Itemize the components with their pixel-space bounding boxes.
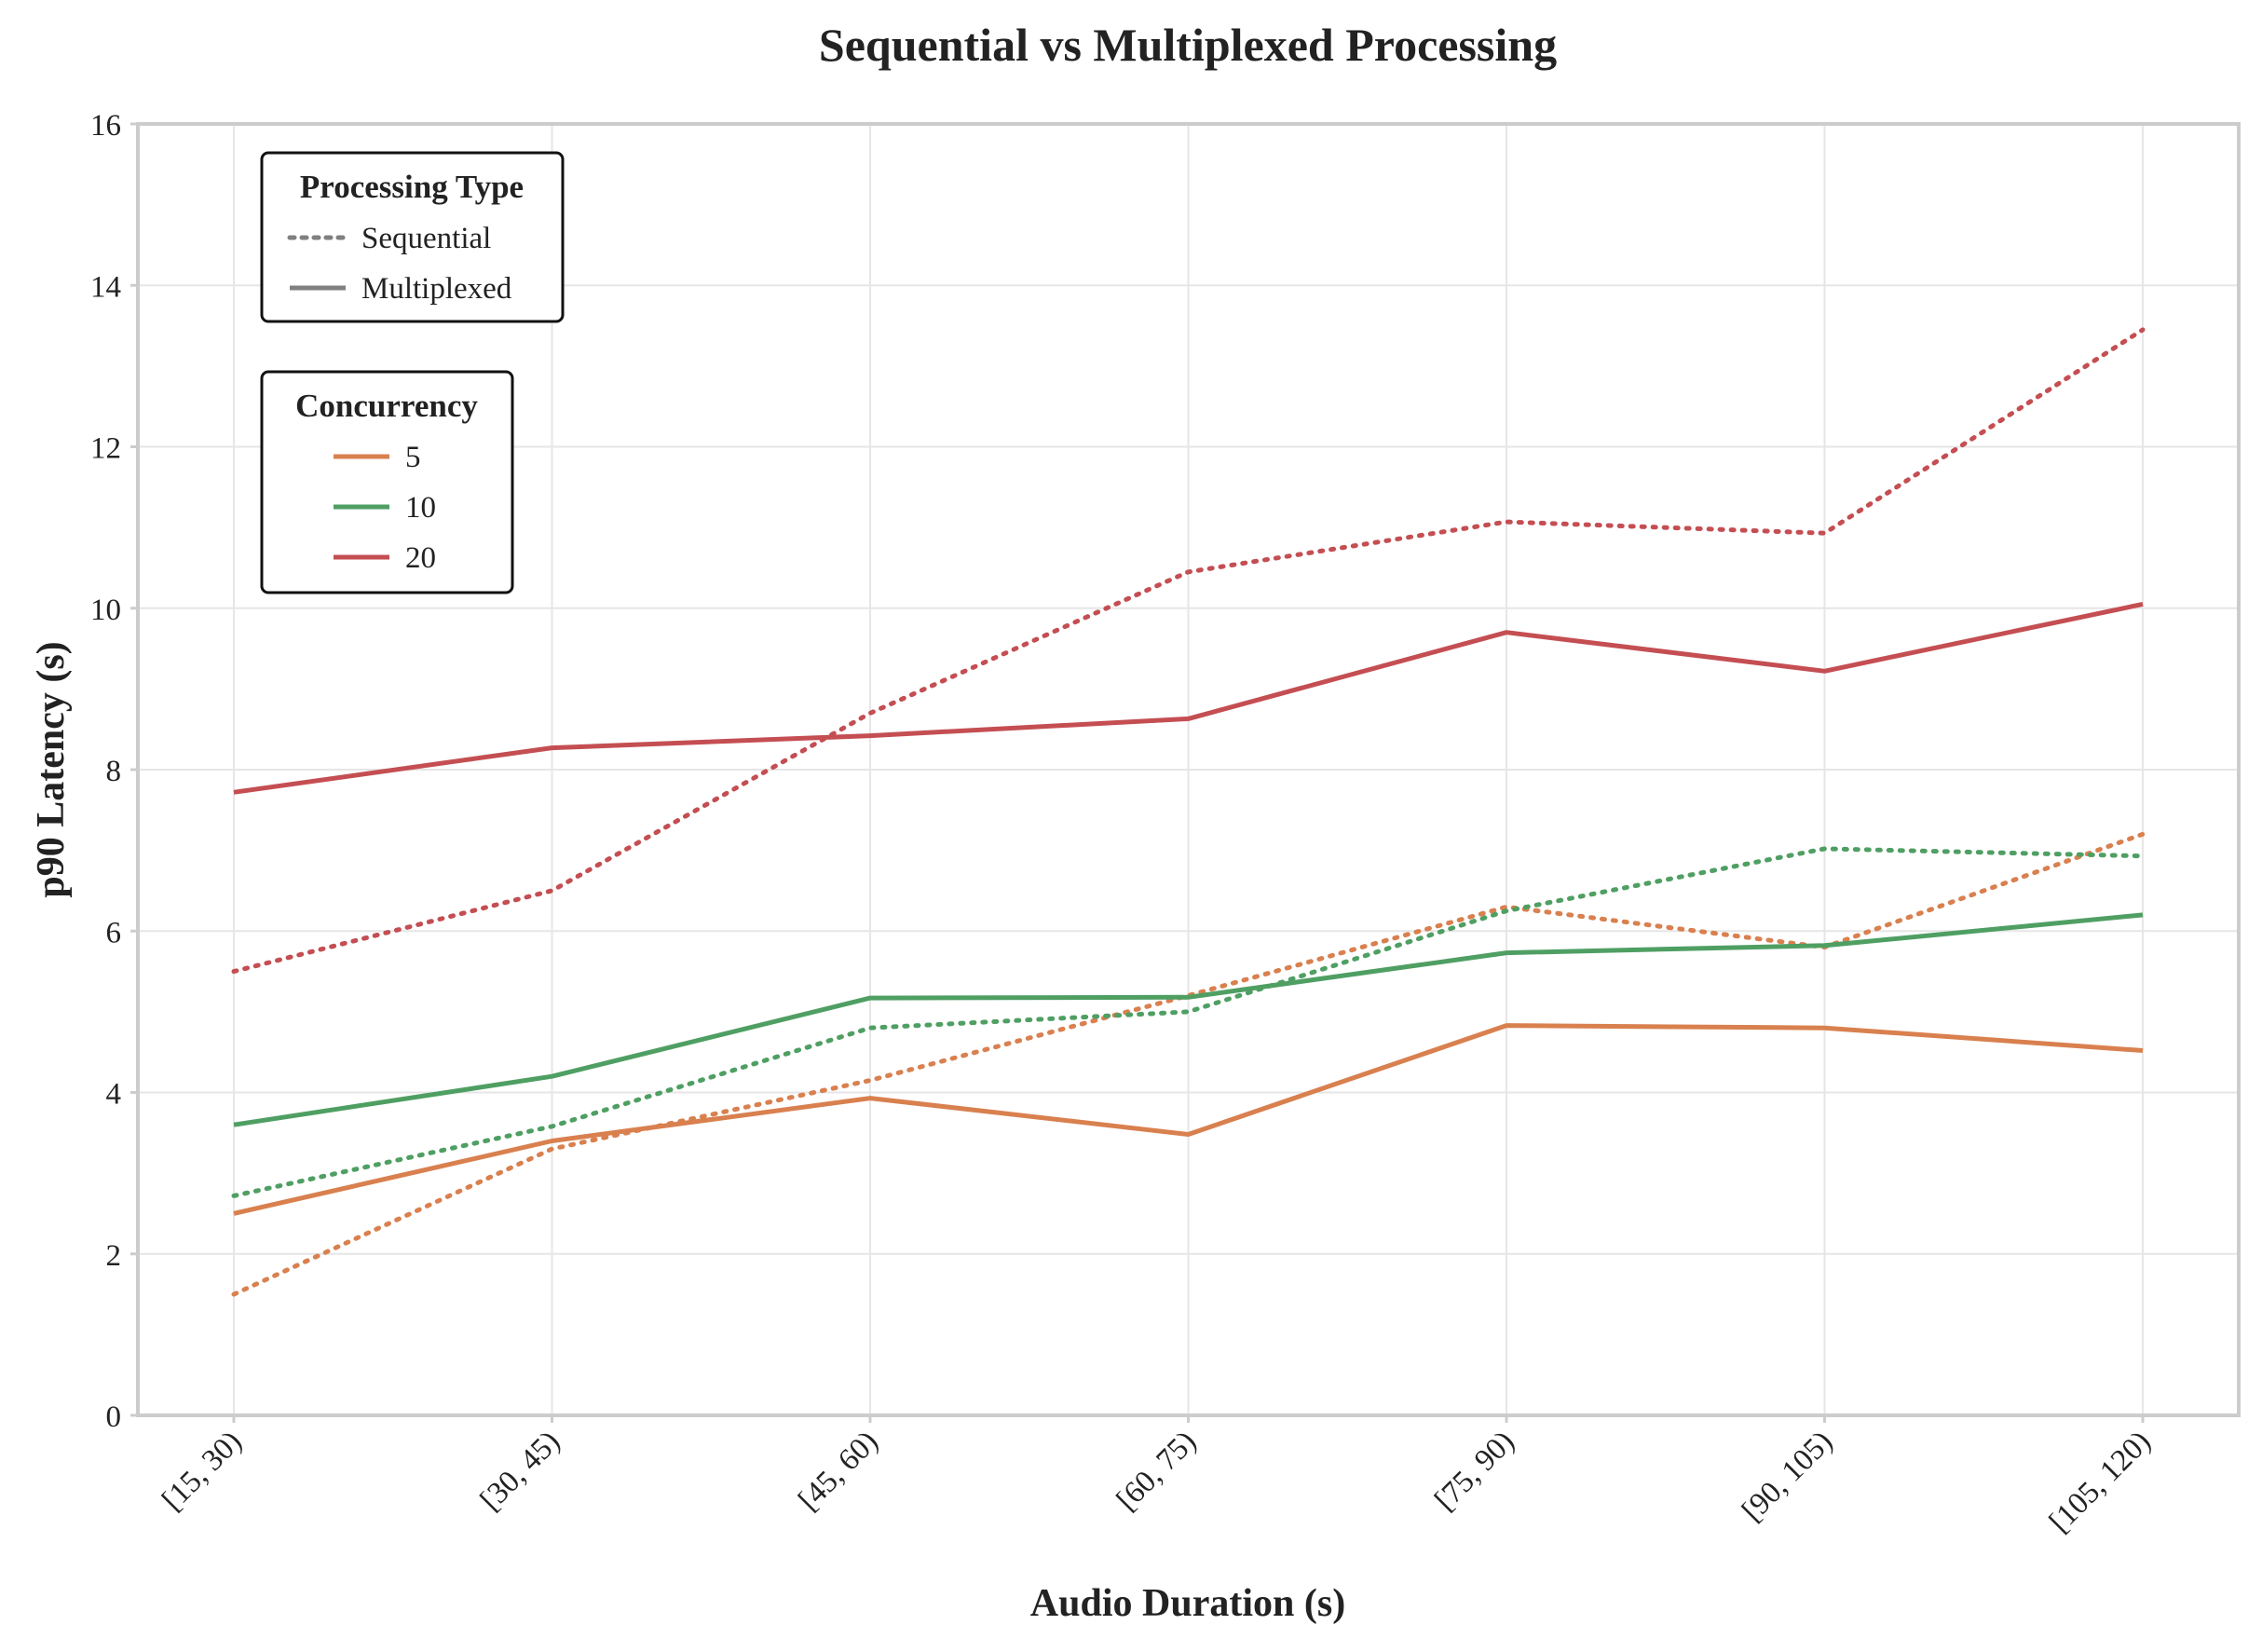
series-line-c10-sequential — [231, 846, 2146, 1198]
y-tick-label: 14 — [90, 270, 121, 304]
legend-processing-type: Processing Type Sequential Multiplexed — [260, 151, 565, 323]
legend-concurrency-5-label: 5 — [405, 441, 421, 474]
legend-concurrency: Concurrency 5 10 20 — [260, 370, 514, 594]
legend-concurrency-20-label: 20 — [405, 541, 436, 575]
series-line-c10-multiplexed — [233, 912, 2144, 1127]
series-line-c20-multiplexed — [233, 601, 2144, 795]
y-tick-label: 16 — [90, 109, 121, 143]
y-tick-label: 2 — [106, 1239, 122, 1273]
chart-title: Sequential vs Multiplexed Processing — [819, 19, 1557, 71]
series-line-c5-multiplexed — [233, 1023, 2144, 1216]
legend-processing-title: Processing Type — [300, 169, 524, 205]
x-axis-label: Audio Duration (s) — [1030, 1582, 1345, 1625]
legend-concurrency-10-label: 10 — [405, 491, 436, 525]
legend-processing-box — [260, 151, 565, 323]
y-tick-label: 12 — [90, 432, 121, 466]
legend-concurrency-title: Concurrency — [295, 388, 478, 424]
series-layer — [231, 327, 2146, 1297]
series-line-c20-sequential — [231, 327, 2146, 975]
y-tick-label: 6 — [106, 916, 122, 949]
y-axis-label: p90 Latency (s) — [30, 641, 73, 897]
y-tick-label: 4 — [106, 1078, 122, 1112]
y-tick-label: 0 — [106, 1400, 122, 1434]
y-tick-label: 10 — [90, 594, 121, 627]
legend-multiplexed-label: Multiplexed — [361, 272, 512, 306]
legend-sequential-label: Sequential — [361, 222, 491, 255]
y-tick-label: 8 — [106, 755, 122, 788]
y-ticks: 0 2 4 6 8 10 12 14 16 — [90, 109, 138, 1434]
legend-concurrency-box — [260, 370, 514, 594]
